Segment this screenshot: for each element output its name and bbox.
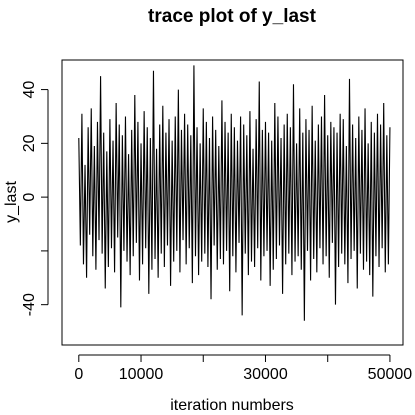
x-tick-label: 30000 [243, 366, 288, 383]
x-tick-label: 50000 [368, 366, 413, 383]
y-tick-label: 40 [21, 81, 38, 99]
plot-box [61, 59, 404, 346]
x-axis-label: iteration numbers [170, 397, 294, 414]
y-tick-label: 0 [21, 193, 38, 202]
x-tick-label: 10000 [119, 366, 164, 383]
chart-title: trace plot of y_last [148, 6, 317, 27]
y-tick-label: 20 [21, 134, 38, 152]
x-tick-label: 0 [74, 366, 83, 383]
y-axis-label: y_last [3, 181, 20, 223]
trace-line [78, 65, 391, 321]
y-tick-label: -40 [21, 293, 38, 316]
